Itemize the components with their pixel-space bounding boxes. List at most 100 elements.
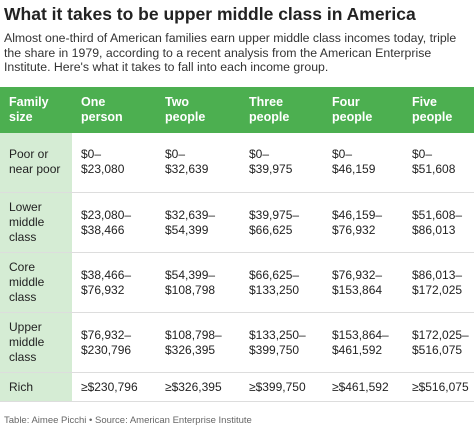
income-line: $38,466 — [81, 222, 125, 237]
column-header-text: Four people — [332, 94, 373, 124]
income-line: $66,625– — [249, 267, 300, 282]
income-line: $39,975– — [249, 207, 300, 222]
row-label: Lower middle class — [0, 192, 72, 253]
income-line: $461,592 — [332, 342, 383, 357]
income-line: $516,075 — [412, 342, 463, 357]
income-line: $86,013 — [412, 222, 456, 237]
column-header-text: One person — [81, 94, 123, 124]
income-line: $76,932 — [81, 282, 125, 297]
income-line: $230,796 — [81, 342, 132, 357]
row-label: Upper middle class — [0, 312, 72, 373]
income-line: $399,750 — [249, 342, 300, 357]
income-cell: $66,625– $133,250 — [240, 252, 323, 313]
income-line: $66,625 — [249, 222, 293, 237]
income-cell: $39,975– $66,625 — [240, 192, 323, 253]
column-header-text: Three people — [249, 94, 290, 124]
income-line: ≥$326,395 — [165, 379, 222, 394]
column-header: Five people — [403, 86, 474, 133]
income-cell: $54,399– $108,798 — [156, 252, 240, 313]
income-cell: $0– $51,608 — [403, 132, 474, 193]
column-header: Four people — [323, 86, 403, 133]
income-cell: $46,159– $76,932 — [323, 192, 403, 253]
income-cell: $108,798– $326,395 — [156, 312, 240, 373]
row-label-text: Lower middle class — [9, 200, 45, 244]
income-line: $54,399 — [165, 222, 209, 237]
page: What it takes to be upper middle class i… — [0, 4, 474, 426]
income-cell: $0– $23,080 — [72, 132, 156, 193]
row-label: Poor or near poor — [0, 132, 72, 193]
income-line: $133,250– — [249, 327, 306, 342]
column-header: Two people — [156, 86, 240, 133]
income-cell: $0– $39,975 — [240, 132, 323, 193]
row-label: Rich — [0, 372, 72, 402]
income-line: ≥$461,592 — [332, 379, 389, 394]
income-cell: $38,466– $76,932 — [72, 252, 156, 313]
income-cell: $133,250– $399,750 — [240, 312, 323, 373]
income-line: $76,932– — [81, 327, 132, 342]
table-row: Upper middle class $76,932– $230,796 $108,7… — [0, 312, 474, 373]
income-cell: ≥$516,075 — [403, 372, 474, 402]
income-cell: $51,608– $86,013 — [403, 192, 474, 253]
title: What it takes to be upper middle class i… — [4, 4, 416, 24]
income-cell: $32,639– $54,399 — [156, 192, 240, 253]
column-header-text: Five people — [412, 94, 453, 124]
row-label-text: Poor or near poor — [9, 147, 61, 177]
income-line: ≥$516,075 — [412, 379, 469, 394]
table-row: Rich ≥$230,796 ≥$326,395 ≥$399,750 ≥$461,592… — [0, 372, 474, 402]
income-line: $0– — [81, 147, 102, 162]
row-label-text: Upper middle class — [9, 320, 45, 364]
income-line: $172,025 — [412, 282, 463, 297]
table-row: Core middle class $38,466– $76,932 $54,399–… — [0, 252, 474, 313]
column-header-text: Family size — [9, 94, 49, 124]
table-row: Poor or near poor $0– $23,080 $0– $32,639 $0–… — [0, 132, 474, 193]
income-cell: $0– $46,159 — [323, 132, 403, 193]
income-line: $76,932– — [332, 267, 383, 282]
subtitle: Almost one-third of American families ea… — [4, 31, 457, 74]
income-cell: $23,080– $38,466 — [72, 192, 156, 253]
column-header-text: Two people — [165, 94, 206, 124]
income-cell: ≥$230,796 — [72, 372, 156, 402]
income-line: $51,608 — [412, 162, 456, 177]
income-line: $46,159– — [332, 207, 383, 222]
row-label-text: Rich — [9, 379, 34, 394]
column-header: Family size — [0, 86, 72, 133]
income-cell: ≥$326,395 — [156, 372, 240, 402]
table-row: Lower middle class $23,080– $38,466 $32,639… — [0, 192, 474, 253]
income-line: $153,864 — [332, 282, 383, 297]
footer: Table: Aimee Picchi • Source: American E… — [4, 415, 252, 426]
income-line: $133,250 — [249, 282, 300, 297]
income-cell: $153,864– $461,592 — [323, 312, 403, 373]
income-line: $86,013– — [412, 267, 463, 282]
income-cell: $86,013– $172,025 — [403, 252, 474, 313]
income-line: ≥$399,750 — [249, 379, 306, 394]
income-line: $39,975 — [249, 162, 293, 177]
income-line: $46,159 — [332, 162, 376, 177]
column-header: One person — [72, 86, 156, 133]
income-line: $51,608– — [412, 207, 463, 222]
income-cell: $0– $32,639 — [156, 132, 240, 193]
income-line: $54,399– — [165, 267, 216, 282]
income-line: $0– — [165, 147, 186, 162]
row-label-text: Core middle class — [9, 260, 45, 304]
income-line: ≥$230,796 — [81, 379, 138, 394]
income-cell: ≥$461,592 — [323, 372, 403, 402]
income-cell: $76,932– $230,796 — [72, 312, 156, 373]
income-line: $153,864– — [332, 327, 389, 342]
header-row: Family size One person Two people Three peo… — [0, 86, 474, 133]
income-line: $0– — [332, 147, 353, 162]
income-line: $23,080 — [81, 162, 125, 177]
income-line: $0– — [249, 147, 270, 162]
income-line: $76,932 — [332, 222, 376, 237]
income-table: Family size One person Two people Three peo… — [0, 86, 474, 402]
income-cell: $76,932– $153,864 — [323, 252, 403, 313]
income-line: $32,639– — [165, 207, 216, 222]
income-line: $38,466– — [81, 267, 132, 282]
column-header: Three people — [240, 86, 323, 133]
income-line: $0– — [412, 147, 433, 162]
income-line: $32,639 — [165, 162, 209, 177]
income-line: $326,395 — [165, 342, 216, 357]
row-label: Core middle class — [0, 252, 72, 313]
income-line: $172,025– — [412, 327, 469, 342]
income-cell: $172,025– $516,075 — [403, 312, 474, 373]
income-cell: ≥$399,750 — [240, 372, 323, 402]
